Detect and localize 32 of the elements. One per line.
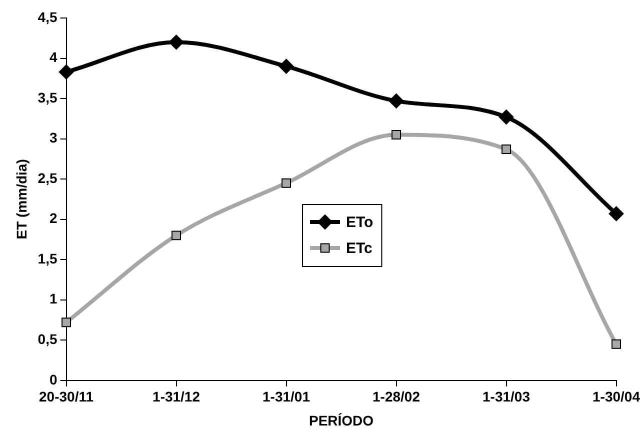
- y-tick-label: 0: [49, 371, 58, 388]
- point: [392, 130, 402, 140]
- y-tick-label: 4,5: [38, 8, 58, 25]
- point: [282, 178, 292, 188]
- y-tick-label: 1: [49, 290, 58, 307]
- point: [278, 58, 294, 74]
- point: [62, 318, 72, 328]
- y-tick-label: 3: [49, 130, 58, 146]
- point: [502, 144, 511, 154]
- legend-label: ETo: [346, 214, 374, 232]
- x-tick-label: 1-31/03: [482, 388, 530, 405]
- y-tick-label: 1,5: [38, 250, 58, 266]
- point: [498, 110, 514, 125]
- y-axis-title: ET (mm/dia): [13, 159, 30, 240]
- y-tick-label: 2: [49, 210, 58, 226]
- point: [608, 206, 624, 222]
- x-axis-title: PERÍODO: [308, 412, 374, 428]
- point: [168, 34, 184, 50]
- legend-label: ETc: [346, 240, 372, 258]
- point: [58, 64, 74, 80]
- x-tick-label: 20-30/11: [39, 388, 94, 405]
- point: [612, 339, 621, 349]
- x-tick-label: 1-31/01: [262, 388, 310, 405]
- x-tick-label: 1-31/12: [152, 388, 200, 405]
- x-tick-label: 1-30/04: [592, 388, 640, 405]
- point: [172, 230, 182, 240]
- y-tick-label: 4: [49, 49, 58, 66]
- x-tick-label: 1-28/02: [372, 388, 420, 405]
- y-tick-label: 2,5: [38, 170, 58, 186]
- y-tick-label: 3,5: [38, 89, 58, 106]
- point: [388, 93, 404, 108]
- y-tick-label: 0,5: [38, 330, 58, 347]
